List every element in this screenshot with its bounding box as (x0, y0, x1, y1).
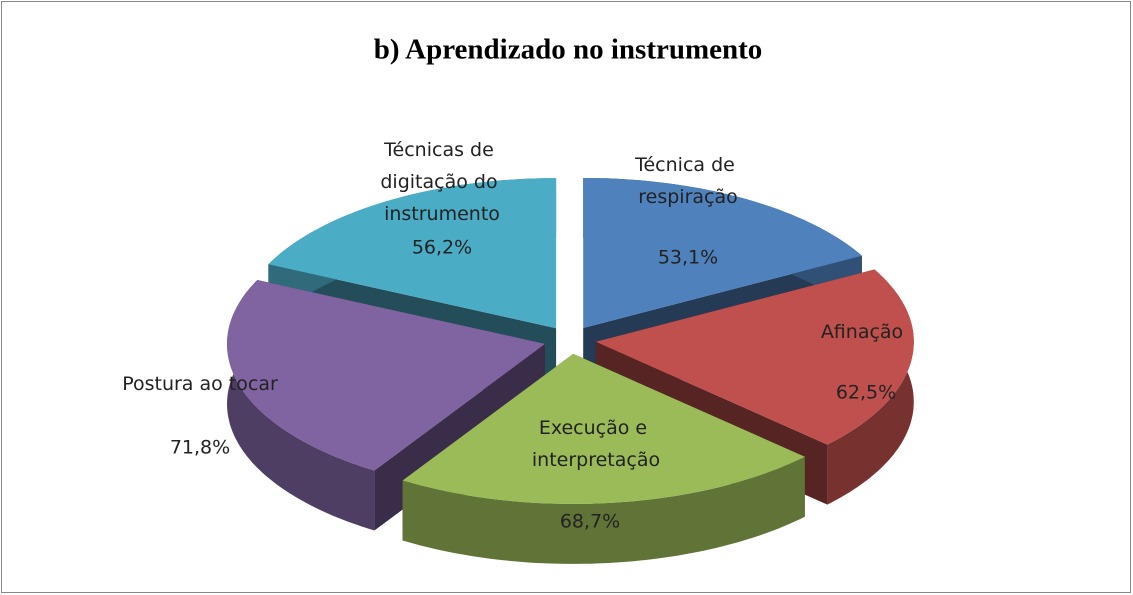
slice-top (227, 280, 545, 471)
slice-top (595, 269, 914, 445)
value-label: 53,1% (658, 247, 718, 269)
category-label: Técnica de respiração (634, 154, 741, 208)
category-label: Execução e interpretação (532, 417, 660, 471)
value-label: 62,5% (836, 382, 896, 404)
category-label: Postura ao tocar (122, 373, 278, 395)
slice-top (402, 353, 805, 504)
value-label: 56,2% (412, 237, 472, 259)
slice-top (268, 178, 557, 329)
slice-top (583, 178, 862, 328)
slice-wall (402, 456, 805, 564)
category-label: Técnicas de digitação do instrumento (380, 139, 503, 225)
value-label: 71,8% (170, 437, 230, 459)
slice (402, 353, 805, 564)
chart-title: b) Aprendizado no instrumento (374, 34, 763, 66)
slice-wall (227, 280, 375, 531)
value-label: 68,7% (560, 511, 620, 533)
category-label: Afinação (821, 321, 903, 343)
